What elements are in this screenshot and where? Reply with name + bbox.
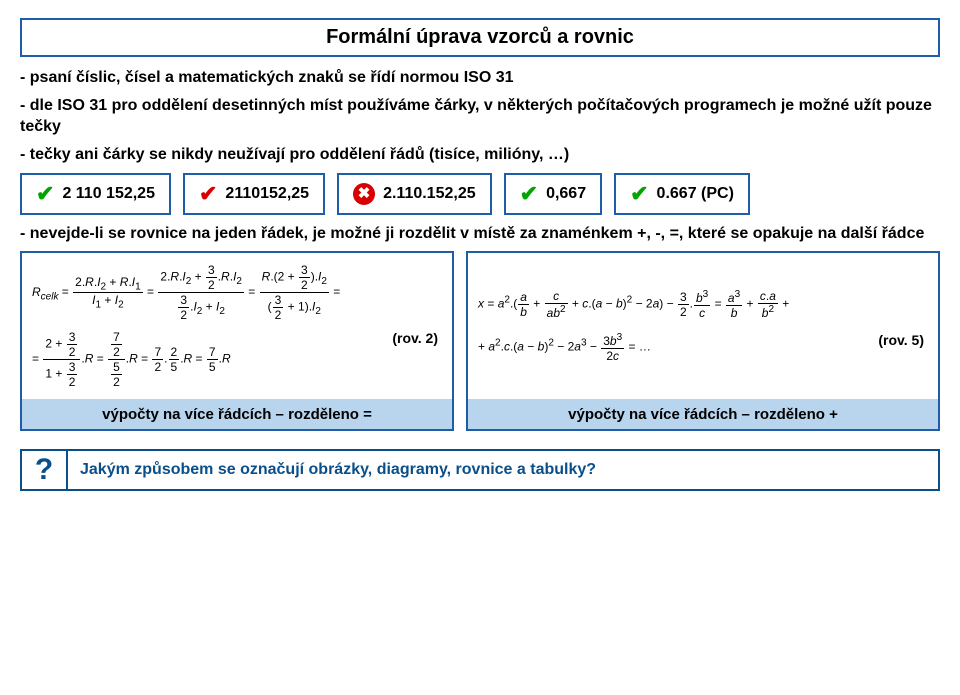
rov-2-label: (rov. 2): [392, 330, 438, 346]
bullet-4: - nevejde-li se rovnice na jeden řádek, …: [20, 223, 940, 245]
question-mark-icon: ?: [22, 451, 68, 489]
value-row: ✔ 2 110 152,25 ✔ 2110152,25 ✖ 2.110.152,…: [20, 173, 940, 215]
value-box-2: ✔ 2110152,25: [183, 173, 325, 215]
equation-box-right: x = a2.(ab + cab2 + c.(a − b)2 − 2a) − 3…: [466, 251, 940, 431]
value-2: 2110152,25: [225, 185, 309, 203]
footer-right: výpočty na více řádcích – rozděleno +: [468, 399, 938, 429]
rov-5-label: (rov. 5): [878, 332, 924, 348]
cross-icon: ✖: [353, 183, 375, 205]
value-1: 2 110 152,25: [62, 185, 155, 203]
equations-row: Rcelk = 2.R.I2 + R.I1I1 + I2 = 2.R.I2 + …: [20, 251, 940, 431]
footer-left: výpočty na více řádcích – rozděleno =: [22, 399, 452, 429]
equation-box-left: Rcelk = 2.R.I2 + R.I1I1 + I2 = 2.R.I2 + …: [20, 251, 454, 431]
bullet-1: - psaní číslic, čísel a matematických zn…: [20, 67, 940, 89]
equation-right-content: x = a2.(ab + cab2 + c.(a − b)2 − 2a) − 3…: [468, 253, 938, 399]
value-box-1: ✔ 2 110 152,25: [20, 173, 171, 215]
value-4: 0,667: [546, 185, 586, 203]
value-5: 0.667 (PC): [657, 185, 734, 203]
question-text: Jakým způsobem se označují obrázky, diag…: [68, 451, 938, 489]
value-3: 2.110.152,25: [383, 185, 476, 203]
bullet-2: - dle ISO 31 pro oddělení desetinných mí…: [20, 95, 940, 138]
question-box: ? Jakým způsobem se označují obrázky, di…: [20, 449, 940, 491]
check-icon: ✔: [36, 181, 54, 207]
check-icon: ✔: [520, 181, 538, 207]
value-box-5: ✔ 0.667 (PC): [614, 173, 750, 215]
check-red-icon: ✔: [199, 181, 217, 207]
bullet-3: - tečky ani čárky se nikdy neužívají pro…: [20, 144, 940, 166]
equation-left-content: Rcelk = 2.R.I2 + R.I1I1 + I2 = 2.R.I2 + …: [22, 253, 452, 399]
check-icon: ✔: [630, 181, 648, 207]
value-box-3: ✖ 2.110.152,25: [337, 173, 492, 215]
value-box-4: ✔ 0,667: [504, 173, 602, 215]
page-title: Formální úprava vzorců a rovnic: [20, 18, 940, 57]
